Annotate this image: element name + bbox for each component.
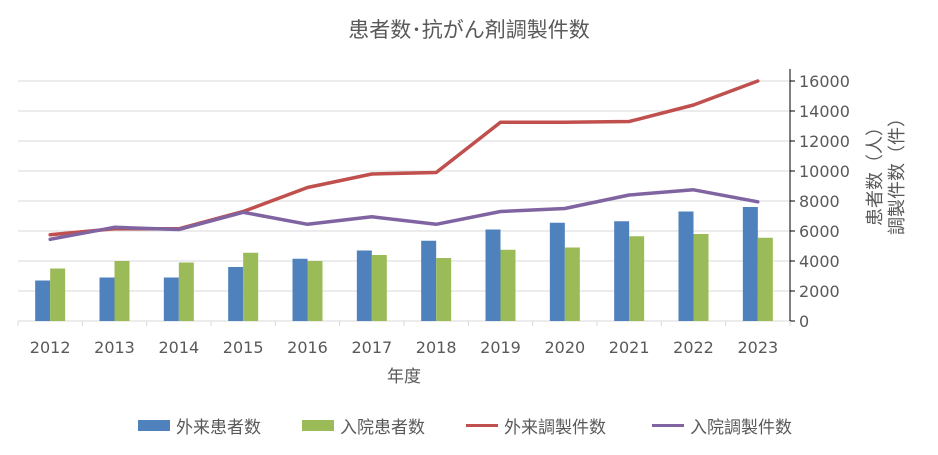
bar-inpatients: [693, 234, 709, 321]
bar-outpatients: [421, 240, 437, 321]
bar-inpatients: [500, 249, 516, 321]
y-tick-label: 16000: [799, 72, 850, 91]
y-tick-label: 0: [799, 312, 809, 331]
x-tick-label: 2018: [416, 338, 457, 357]
legend-item-outpatients: 外来患者数: [138, 413, 261, 438]
bar-inpatients: [629, 236, 645, 321]
x-tick-label: 2012: [30, 338, 71, 357]
legend-label-outpatient-preparations: 外来調製件数: [504, 418, 606, 438]
y-tick-label: 2000: [799, 282, 840, 301]
bar-outpatients: [356, 250, 372, 321]
legend-swatch-outpatients: [138, 420, 170, 431]
x-tick-label: 2023: [737, 338, 778, 357]
y-tick-label: 12000: [799, 132, 850, 151]
y-axis-title: 患者数（人）調製件数（件）: [865, 109, 908, 235]
chart-title: 患者数･抗がん剤調製件数: [348, 18, 590, 42]
y-tick-label: 14000: [799, 102, 850, 121]
x-tick-label: 2014: [158, 338, 199, 357]
chart-legend: 外来患者数 入院患者数 外来調製件数 入院調製件数: [0, 413, 938, 439]
legend-label-outpatients: 外来患者数: [176, 418, 261, 438]
bar-outpatients: [99, 277, 115, 321]
bar-outpatients: [163, 277, 179, 321]
legend-swatch-inpatients: [302, 420, 334, 431]
bar-inpatients: [307, 261, 323, 321]
x-tick-label: 2021: [609, 338, 650, 357]
x-tick-label: 2016: [287, 338, 328, 357]
y-tick-label: 4000: [799, 252, 840, 271]
legend-swatch-inpatient-preparations: [652, 424, 684, 427]
bar-inpatients: [436, 258, 452, 321]
bar-outpatients: [614, 221, 630, 321]
bar-outpatients: [35, 280, 51, 321]
bar-inpatients: [178, 262, 194, 321]
bar-outpatients: [678, 211, 694, 321]
x-tick-label: 2013: [94, 338, 135, 357]
y-tick-label: 10000: [799, 162, 850, 181]
x-tick-label: 2020: [544, 338, 585, 357]
line-inpatient-preparations: [48, 188, 760, 242]
legend-item-inpatient-preparations: 入院調製件数: [652, 413, 792, 438]
legend-item-outpatient-preparations: 外来調製件数: [466, 413, 606, 438]
bar-inpatients: [564, 247, 580, 321]
y-tick-label: 8000: [799, 192, 840, 211]
bar-outpatients: [228, 267, 244, 321]
y-axis-title-line: 調製件数（件）: [887, 109, 908, 235]
bar-outpatients: [292, 258, 308, 321]
bar-inpatients: [757, 237, 773, 321]
x-tick-label: 2022: [673, 338, 714, 357]
bar-outpatients: [742, 207, 758, 321]
bar-outpatients: [485, 229, 501, 321]
legend-swatch-outpatient-preparations: [466, 424, 498, 427]
x-axis-title: 年度: [387, 367, 421, 387]
legend-item-inpatients: 入院患者数: [302, 413, 425, 438]
bar-inpatients: [114, 261, 130, 321]
x-tick-label: 2017: [351, 338, 392, 357]
bar-inpatients: [243, 252, 259, 321]
bar-inpatients: [50, 268, 66, 321]
y-tick-label: 6000: [799, 222, 840, 241]
line-outpatient-preparations: [48, 79, 760, 237]
bar-inpatients: [371, 255, 387, 321]
legend-label-inpatient-preparations: 入院調製件数: [690, 418, 792, 438]
legend-label-inpatients: 入院患者数: [340, 418, 425, 438]
x-tick-label: 2019: [480, 338, 521, 357]
bar-outpatients: [549, 222, 565, 321]
y-axis-title-line: 患者数（人）: [865, 118, 886, 226]
x-tick-label: 2015: [223, 338, 264, 357]
